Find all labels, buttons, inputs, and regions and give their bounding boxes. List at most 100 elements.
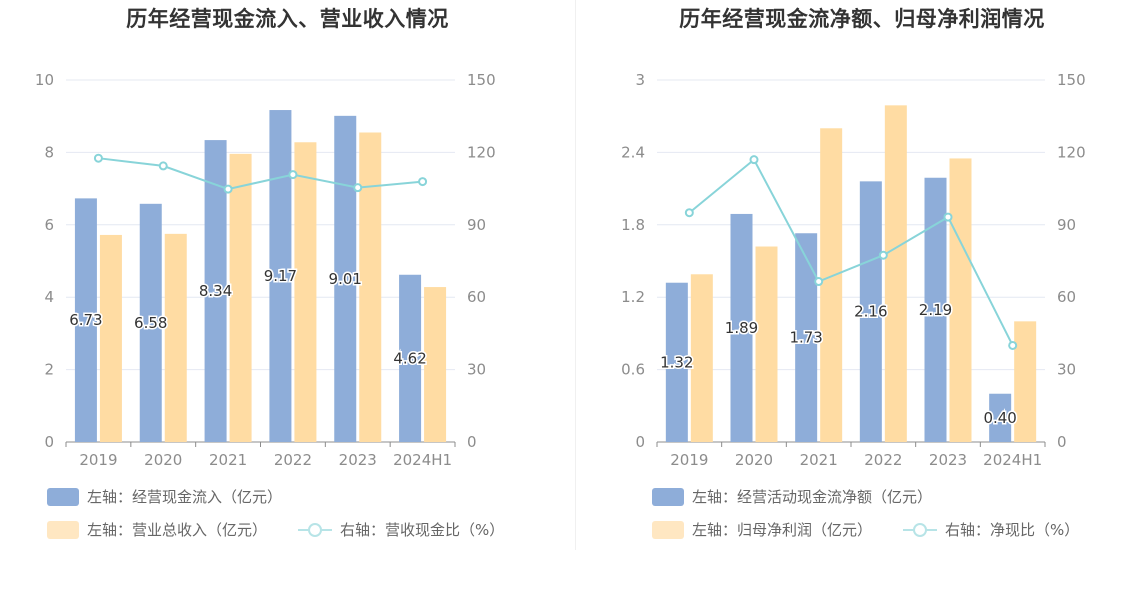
bar-series-1 [665,282,688,442]
x-tick-label: 2024H1 [983,451,1042,469]
legend-item-series-1[interactable]: 左轴：经营活动现金流净额（亿元） [652,486,932,507]
line-point [878,250,888,260]
bar-data-label: 6.58 [134,314,167,332]
bar-series-1 [989,393,1012,442]
legend-item-series-3[interactable]: 右轴：净现比（%） [903,519,1079,540]
bar-data-label: 1.73 [789,329,822,347]
x-tick-label: 2020 [735,451,773,469]
bar-series-2 [820,128,843,442]
legend-swatch-orange [47,520,79,539]
y-right-tick-label: 120 [467,143,496,161]
legend-label: 左轴：归母净利润（亿元） [692,521,873,539]
y-right-tick-label: 60 [467,288,486,306]
legend-line-icon [903,521,937,539]
line-point [418,177,428,187]
bar-series-2 [229,153,252,442]
y-right-tick-label: 90 [1057,216,1076,234]
bar-series-1 [730,213,753,442]
y-right-tick-label: 30 [467,361,486,379]
y-right-tick-label: 30 [1057,361,1076,379]
bar-series-2 [424,287,447,442]
x-tick-label: 2021 [209,451,247,469]
y-left-tick-label: 2 [44,361,54,379]
chart-title: 历年经营现金流净额、归母净利润情况 [679,7,1045,31]
y-left-tick-label: 3 [635,71,645,89]
bar-series-1 [204,140,227,443]
line-point [943,212,953,222]
legend-item-series-1[interactable]: 左轴：经营现金流入（亿元） [47,486,282,507]
bar-series-1 [795,233,818,442]
y-right-tick-label: 0 [1057,433,1067,451]
chart-panel-cash-inflow: 历年经营现金流入、营业收入情况 0 2 4 6 8 10 0 30 60 90 120 150 2019… [0,0,575,560]
bar-series-2 [949,158,972,442]
bar-series-1 [74,198,97,442]
bar-series-2 [294,142,317,442]
line-series-3 [98,157,423,191]
bar-data-label: 6.73 [69,311,102,329]
bar-series-1 [859,181,882,443]
y-right-tick-label: 60 [1057,288,1076,306]
bar-series-1 [399,274,422,442]
panel-divider [575,0,576,550]
legend-label: 右轴：净现比（%） [945,521,1080,539]
legend-label: 右轴：营收现金比（%） [340,521,505,539]
line-point [749,155,759,165]
y-right-tick-label: 150 [467,71,496,89]
line-series-3 [688,158,1014,346]
legend-swatch-orange [652,520,684,539]
x-tick-label: 2022 [864,451,902,469]
y-left-tick-label: 8 [44,143,54,161]
x-tick-label: 2019 [79,451,117,469]
line-point [223,184,233,194]
line-point [158,161,168,171]
bar-data-label: 0.40 [983,409,1016,427]
bar-series-2 [99,234,122,442]
x-tick-label: 2020 [144,451,182,469]
bar-series-2 [690,274,713,442]
bar-series-2 [164,233,187,442]
y-left-tick-label: 4 [44,288,54,306]
line-point [353,183,363,193]
bar-data-label: 9.17 [264,267,297,285]
y-left-tick-label: 1.2 [621,288,645,306]
bar-series-1 [334,115,357,442]
bar-series-2 [755,246,778,442]
x-tick-label: 2023 [339,451,377,469]
bar-data-label: 4.62 [393,349,426,367]
y-left-tick-label: 1.8 [621,216,645,234]
y-right-tick-label: 150 [1057,71,1086,89]
line-point [684,208,694,218]
x-tick-label: 2024H1 [393,451,452,469]
chart-plot-area: 0 2 4 6 8 10 0 30 60 90 120 150 2019 2020 2021 2022 2023… [35,71,496,469]
y-right-tick-label: 120 [1057,143,1086,161]
y-right-tick-label: 0 [467,433,477,451]
legend-item-series-2[interactable]: 左轴：归母净利润（亿元） [652,519,872,540]
bar-data-label: 1.89 [725,319,758,337]
legend-swatch-blue [652,487,684,506]
y-left-tick-label: 0 [635,433,645,451]
bar-data-label: 1.32 [660,353,693,371]
y-left-tick-label: 6 [44,216,54,234]
legend-line-icon [298,521,332,539]
legend-item-series-2[interactable]: 左轴：营业总收入（亿元） [47,519,267,540]
legend-label: 左轴：经营现金流入（亿元） [87,488,283,506]
bar-data-label: 2.16 [854,303,887,321]
bar-data-label: 9.01 [329,270,362,288]
y-left-tick-label: 10 [35,71,54,89]
bar-data-label: 8.34 [199,282,232,300]
bar-series-2 [1014,321,1037,442]
bar-series-2 [359,132,382,443]
y-left-tick-label: 0 [44,433,54,451]
y-left-tick-label: 0.6 [621,361,645,379]
legend-swatch-blue [47,487,79,506]
y-right-tick-label: 90 [467,216,486,234]
legend-item-series-3[interactable]: 右轴：营收现金比（%） [298,519,504,540]
chart-panel-net-cashflow: 历年经营现金流净额、归母净利润情况 0 0.6 1.2 1.8 2.4 3 0 30 60 90 1… [577,0,1147,560]
bar-series-1 [924,177,947,443]
bar-series-1 [269,110,292,443]
x-tick-label: 2022 [274,451,312,469]
x-tick-label: 2021 [800,451,838,469]
legend-label: 左轴：营业总收入（亿元） [87,521,268,539]
line-point [1008,340,1018,350]
